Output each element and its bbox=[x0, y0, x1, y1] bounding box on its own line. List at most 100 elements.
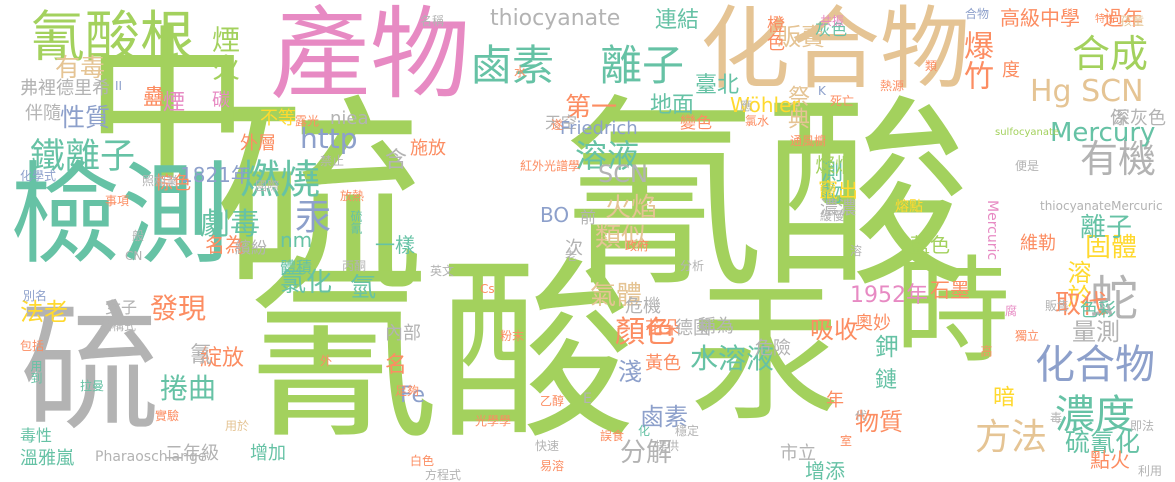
cloud-word-1: 氰酸 bbox=[560, 78, 970, 316]
cloud-word-97: 色彩 bbox=[1080, 300, 1116, 321]
cloud-word-124: 氰 bbox=[190, 343, 213, 368]
cloud-word-100: 奧妙 bbox=[855, 313, 891, 334]
cloud-word-31: Mercury bbox=[1050, 118, 1156, 148]
cloud-word-141: 硫氰 bbox=[349, 210, 363, 234]
cloud-word-59: 第一 bbox=[565, 93, 618, 123]
cloud-word-80: 1821年 bbox=[180, 163, 251, 187]
cloud-word-189: 穩定 bbox=[675, 424, 700, 438]
cloud-word-177: 化 bbox=[638, 424, 651, 438]
cloud-word-73: 不等 bbox=[260, 108, 296, 129]
cloud-word-163: 乙醇 bbox=[540, 394, 565, 408]
cloud-word-10: 時 bbox=[895, 245, 1011, 379]
cloud-word-43: 固體 bbox=[1085, 233, 1138, 263]
cloud-word-192: 外 bbox=[320, 354, 333, 368]
cloud-word-4: 中 bbox=[85, 11, 250, 203]
cloud-word-71: 伴隨 bbox=[25, 103, 61, 124]
cloud-word-84: BO bbox=[540, 203, 570, 227]
cloud-word-188: 提供 bbox=[655, 439, 680, 453]
cloud-word-156: 照相業 bbox=[142, 174, 179, 188]
cloud-word-3: 氰酸 bbox=[245, 239, 635, 466]
cloud-word-104: 內部 bbox=[385, 323, 421, 344]
cloud-word-155: 化學式 bbox=[20, 169, 57, 183]
cloud-word-185: 類 bbox=[925, 59, 938, 73]
cloud-word-174: 誤食 bbox=[600, 429, 625, 443]
cloud-word-169: 獨立 bbox=[1015, 329, 1040, 343]
cloud-word-13: 離子 bbox=[600, 41, 685, 90]
cloud-word-81: 名為 bbox=[205, 233, 245, 257]
cloud-word-136: 即法 bbox=[1130, 419, 1155, 433]
cloud-word-186: 應 bbox=[740, 99, 753, 113]
cloud-word-107: 暗 bbox=[989, 385, 1014, 407]
cloud-word-134: 通風櫥 bbox=[790, 134, 827, 148]
cloud-word-29: 煙火 bbox=[208, 25, 241, 81]
cloud-word-35: 氫 bbox=[350, 273, 377, 303]
cloud-word-38: 氣體 bbox=[590, 281, 643, 311]
cloud-word-113: 市立 bbox=[780, 443, 816, 464]
cloud-word-168: 腐 bbox=[1005, 304, 1018, 318]
cloud-word-24: 方法 bbox=[975, 417, 1048, 458]
cloud-word-135: 毒 bbox=[1050, 411, 1063, 425]
cloud-word-89: 次 bbox=[565, 238, 583, 259]
cloud-word-14: thiocyanate bbox=[490, 6, 621, 31]
cloud-word-106: 綻放 bbox=[200, 346, 245, 371]
cloud-word-40: 類似 bbox=[595, 223, 648, 253]
cloud-word-77: Friedrich bbox=[560, 118, 638, 139]
cloud-word-11: 氰酸根 bbox=[30, 5, 196, 69]
cloud-word-164: 溶 bbox=[850, 244, 863, 258]
cloud-word-109: 點火 bbox=[1090, 448, 1130, 472]
cloud-word-103: 名 bbox=[385, 353, 408, 378]
cloud-word-119: 外層 bbox=[240, 133, 276, 154]
cloud-word-95: 維勒 bbox=[1020, 233, 1056, 254]
cloud-word-153: 實驗 bbox=[155, 409, 180, 423]
cloud-word-121: 蠱 bbox=[139, 85, 164, 107]
cloud-word-120: 棕色 bbox=[155, 173, 191, 194]
cloud-word-178: 丙酮 bbox=[342, 259, 367, 273]
cloud-word-42: 吸收 bbox=[810, 316, 858, 344]
cloud-word-172: 光學學 bbox=[475, 414, 512, 428]
cloud-word-92: 危機 bbox=[625, 296, 661, 317]
cloud-word-36: 發現 bbox=[150, 292, 207, 325]
cloud-word-118: 灰色 bbox=[815, 20, 848, 39]
cloud-word-122: 煙 bbox=[159, 90, 184, 112]
cloud-word-193: 水 bbox=[514, 65, 527, 79]
cloud-word-57: 鏈 bbox=[875, 368, 898, 393]
cloud-word-72: 碳 bbox=[209, 90, 230, 108]
cloud-word-190: 露光 bbox=[295, 114, 320, 128]
cloud-word-151: 用到 bbox=[29, 360, 43, 384]
cloud-word-54: 捲曲 bbox=[160, 372, 217, 405]
cloud-word-56: 鉀 bbox=[875, 333, 899, 361]
cloud-word-159: E bbox=[583, 391, 592, 407]
cloud-word-142: 政府 bbox=[625, 239, 650, 253]
cloud-word-112: 增加 bbox=[250, 443, 286, 464]
cloud-word-32: 有毒 bbox=[55, 53, 106, 82]
cloud-word-2: 硫 bbox=[215, 77, 426, 322]
cloud-word-176: 白色 bbox=[410, 454, 435, 468]
cloud-word-147: 般 bbox=[132, 229, 145, 243]
cloud-word-82: nm bbox=[280, 228, 313, 252]
cloud-word-66: 橙色 bbox=[764, 15, 785, 51]
cloud-word-139: 紅外光譜學 bbox=[520, 159, 581, 173]
cloud-word-101: 危險 bbox=[755, 338, 791, 359]
cloud-word-129: 熔點 bbox=[895, 199, 923, 215]
cloud-word-154: 事項 bbox=[105, 194, 130, 208]
cloud-word-78: 燦爛 bbox=[815, 153, 855, 177]
cloud-word-85: 前 bbox=[580, 208, 597, 227]
cloud-word-117: 女子 bbox=[105, 298, 138, 317]
cloud-word-7: 產物 bbox=[270, 0, 470, 113]
cloud-word-125: 名稱 bbox=[420, 14, 445, 28]
cloud-word-70: 弗裡德里希 bbox=[20, 78, 110, 99]
cloud-word-55: 淺 bbox=[618, 358, 642, 386]
cloud-word-126: 共振 bbox=[820, 14, 845, 28]
cloud-word-83: 一樣 bbox=[375, 233, 415, 257]
cloud-word-12: 鹵素 bbox=[470, 41, 555, 90]
cloud-word-98: 稱為 bbox=[698, 316, 734, 337]
cloud-word-46: 取代 bbox=[1055, 290, 1108, 320]
cloud-word-182: 粉末 bbox=[500, 329, 525, 343]
cloud-word-87: 繽紛 bbox=[235, 238, 268, 257]
cloud-word-144: 便是 bbox=[1015, 159, 1040, 173]
cloud-word-149: 別名 bbox=[23, 289, 48, 303]
cloud-word-69: 深灰色 bbox=[1112, 108, 1166, 129]
cloud-word-108: 增添 bbox=[805, 459, 845, 482]
cloud-word-52: 鹵素 bbox=[640, 403, 688, 431]
